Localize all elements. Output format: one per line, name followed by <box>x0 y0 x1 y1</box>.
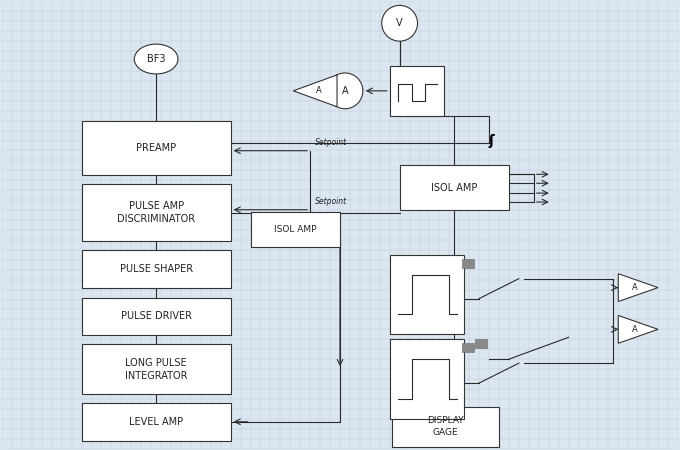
Bar <box>250 212 340 247</box>
Text: A: A <box>316 86 322 95</box>
Text: Setpoint: Setpoint <box>315 197 347 206</box>
Text: ISOL AMP: ISOL AMP <box>274 225 316 234</box>
Bar <box>390 66 444 116</box>
Bar <box>82 297 231 335</box>
Text: PREAMP: PREAMP <box>136 143 176 153</box>
Bar <box>462 343 474 352</box>
Bar <box>82 344 231 394</box>
Text: A: A <box>632 325 638 334</box>
Circle shape <box>327 73 363 109</box>
Bar <box>82 184 231 241</box>
Bar <box>82 121 231 176</box>
Bar <box>475 339 487 348</box>
Polygon shape <box>618 274 658 302</box>
Text: PULSE DRIVER: PULSE DRIVER <box>120 311 192 321</box>
Text: A: A <box>341 86 348 96</box>
Text: ʃ: ʃ <box>488 134 494 148</box>
Bar <box>390 255 464 334</box>
Text: BF3: BF3 <box>147 54 165 64</box>
Text: DISPLAY
GAGE: DISPLAY GAGE <box>427 416 464 437</box>
Text: Setpoint: Setpoint <box>315 138 347 147</box>
Bar <box>462 259 474 268</box>
Polygon shape <box>293 75 337 107</box>
Text: LONG PULSE
INTEGRATOR: LONG PULSE INTEGRATOR <box>125 357 188 381</box>
Bar <box>82 250 231 288</box>
Ellipse shape <box>134 44 178 74</box>
Bar <box>400 165 509 210</box>
Bar <box>82 403 231 441</box>
Text: PULSE AMP
DISCRIMINATOR: PULSE AMP DISCRIMINATOR <box>117 201 195 224</box>
Text: ISOL AMP: ISOL AMP <box>431 183 477 193</box>
Bar <box>390 339 464 419</box>
Text: V: V <box>396 18 403 28</box>
Text: PULSE SHAPER: PULSE SHAPER <box>120 264 192 274</box>
Circle shape <box>381 5 418 41</box>
Bar <box>392 407 499 446</box>
Text: A: A <box>632 283 638 292</box>
Text: LEVEL AMP: LEVEL AMP <box>129 417 183 427</box>
Polygon shape <box>618 315 658 343</box>
